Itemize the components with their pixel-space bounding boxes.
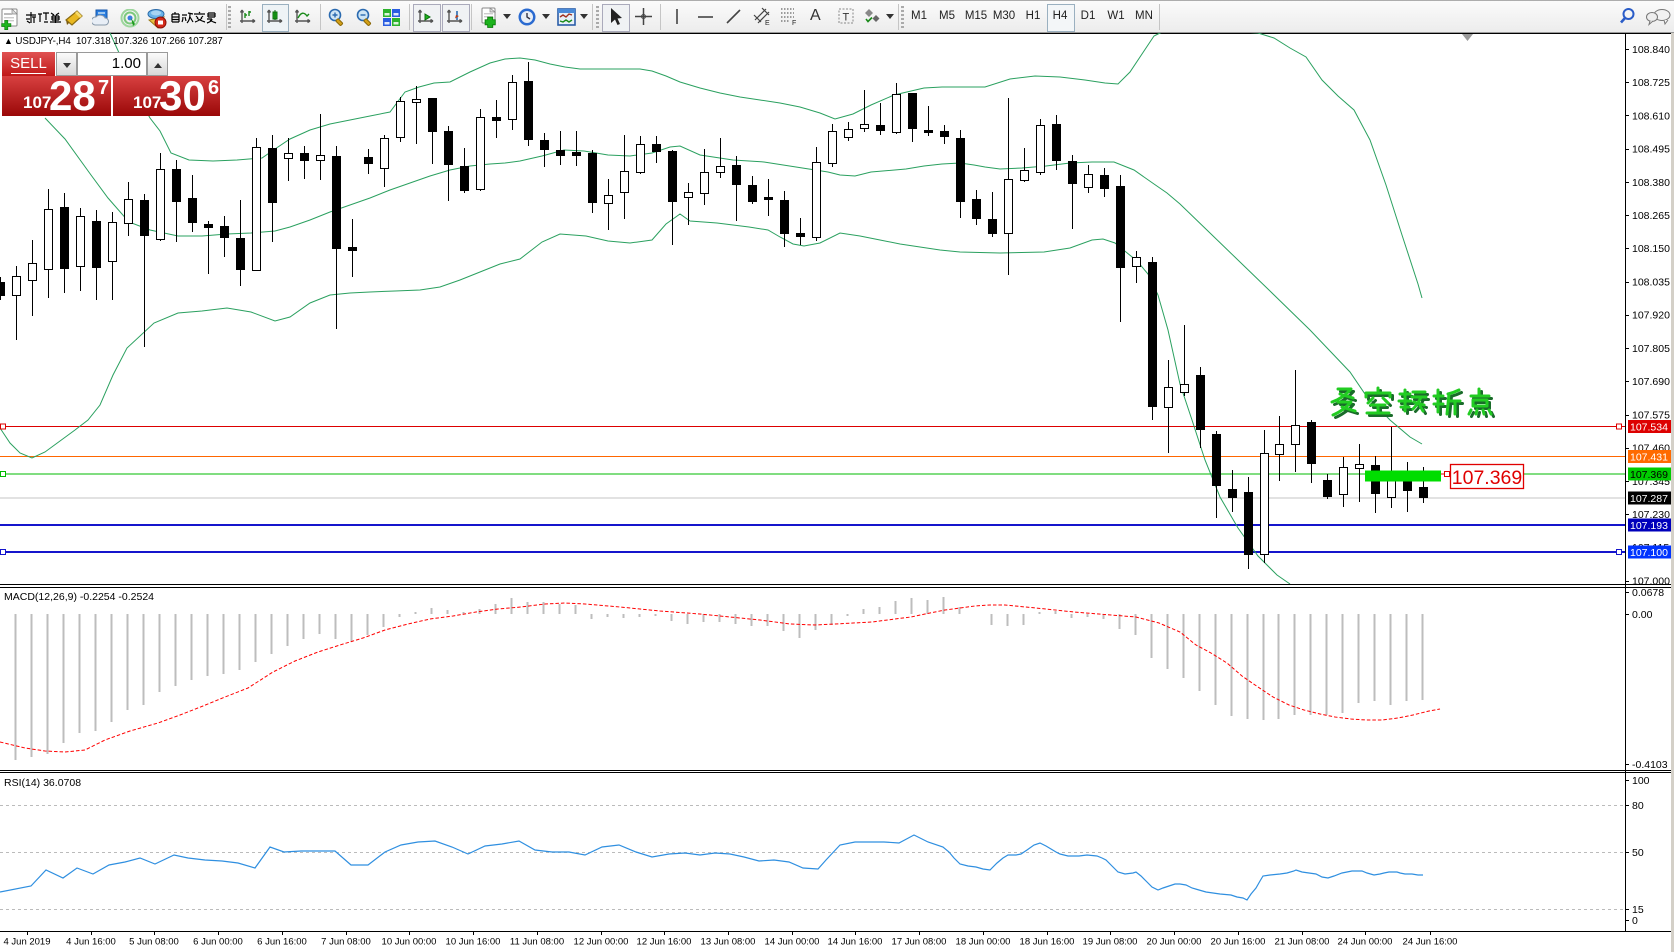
svg-text:108.725: 108.725 bbox=[1632, 77, 1670, 89]
svg-text:-0.4103: -0.4103 bbox=[1632, 759, 1668, 771]
svg-text:14 Jun 16:00: 14 Jun 16:00 bbox=[828, 937, 883, 948]
svg-text:0.0678: 0.0678 bbox=[1632, 587, 1664, 599]
svg-text:108.610: 108.610 bbox=[1632, 110, 1670, 122]
svg-text:F: F bbox=[792, 20, 796, 27]
svg-text:20 Jun 16:00: 20 Jun 16:00 bbox=[1211, 937, 1266, 948]
svg-text:107.287: 107.287 bbox=[1630, 493, 1668, 505]
svg-text:20 Jun 00:00: 20 Jun 00:00 bbox=[1147, 937, 1202, 948]
svg-text:108.035: 108.035 bbox=[1632, 277, 1670, 289]
svg-text:107.431: 107.431 bbox=[1630, 452, 1668, 464]
svg-text:107.193: 107.193 bbox=[1630, 520, 1668, 532]
svg-text:107.369: 107.369 bbox=[1452, 467, 1523, 489]
svg-text:13 Jun 08:00: 13 Jun 08:00 bbox=[701, 937, 756, 948]
svg-text:T: T bbox=[843, 12, 850, 24]
svg-text:107.100: 107.100 bbox=[1630, 547, 1668, 559]
svg-text:6 Jun 00:00: 6 Jun 00:00 bbox=[193, 937, 243, 948]
svg-text:0.00: 0.00 bbox=[1632, 609, 1653, 621]
svg-text:21 Jun 08:00: 21 Jun 08:00 bbox=[1275, 937, 1330, 948]
svg-text:50: 50 bbox=[1632, 847, 1644, 859]
svg-text:24 Jun 00:00: 24 Jun 00:00 bbox=[1338, 937, 1393, 948]
svg-text:108.150: 108.150 bbox=[1632, 243, 1670, 255]
svg-text:12 Jun 00:00: 12 Jun 00:00 bbox=[574, 937, 629, 948]
svg-text:19 Jun 08:00: 19 Jun 08:00 bbox=[1083, 937, 1138, 948]
svg-text:15: 15 bbox=[1632, 904, 1644, 916]
svg-text:107.369: 107.369 bbox=[1630, 469, 1668, 481]
svg-text:17 Jun 08:00: 17 Jun 08:00 bbox=[892, 937, 947, 948]
svg-text:10 Jun 16:00: 10 Jun 16:00 bbox=[446, 937, 501, 948]
svg-text:107.534: 107.534 bbox=[1630, 422, 1668, 434]
svg-text:107.230: 107.230 bbox=[1632, 509, 1670, 521]
svg-text:14 Jun 00:00: 14 Jun 00:00 bbox=[765, 937, 820, 948]
svg-text:RSI(14) 36.0708: RSI(14) 36.0708 bbox=[4, 777, 81, 789]
svg-text:107.575: 107.575 bbox=[1632, 409, 1670, 421]
svg-text:24 Jun 16:00: 24 Jun 16:00 bbox=[1403, 937, 1458, 948]
svg-text:MACD(12,26,9) -0.2254 -0.2524: MACD(12,26,9) -0.2254 -0.2524 bbox=[4, 591, 154, 603]
svg-text:107.690: 107.690 bbox=[1632, 376, 1670, 388]
svg-text:12 Jun 16:00: 12 Jun 16:00 bbox=[637, 937, 692, 948]
svg-text:107.920: 107.920 bbox=[1632, 310, 1670, 322]
svg-text:6 Jun 16:00: 6 Jun 16:00 bbox=[257, 937, 307, 948]
svg-text:18 Jun 00:00: 18 Jun 00:00 bbox=[956, 937, 1011, 948]
svg-text:10 Jun 00:00: 10 Jun 00:00 bbox=[382, 937, 437, 948]
svg-text:108.840: 108.840 bbox=[1632, 44, 1670, 56]
svg-text:0: 0 bbox=[1632, 915, 1638, 927]
svg-text:E: E bbox=[765, 20, 770, 27]
svg-text:7 Jun 08:00: 7 Jun 08:00 bbox=[321, 937, 371, 948]
svg-text:108.495: 108.495 bbox=[1632, 144, 1670, 156]
svg-text:107.805: 107.805 bbox=[1632, 343, 1670, 355]
svg-text:107.000: 107.000 bbox=[1632, 576, 1670, 588]
svg-text:100: 100 bbox=[1632, 775, 1650, 787]
svg-text:108.265: 108.265 bbox=[1632, 210, 1670, 222]
svg-text:108.380: 108.380 bbox=[1632, 177, 1670, 189]
svg-text:4 Jun 2019: 4 Jun 2019 bbox=[3, 937, 50, 948]
svg-text:80: 80 bbox=[1632, 800, 1644, 812]
svg-text:18 Jun 16:00: 18 Jun 16:00 bbox=[1020, 937, 1075, 948]
svg-text:4 Jun 16:00: 4 Jun 16:00 bbox=[66, 937, 116, 948]
svg-text:11 Jun 08:00: 11 Jun 08:00 bbox=[510, 937, 564, 948]
svg-text:5 Jun 08:00: 5 Jun 08:00 bbox=[129, 937, 179, 948]
